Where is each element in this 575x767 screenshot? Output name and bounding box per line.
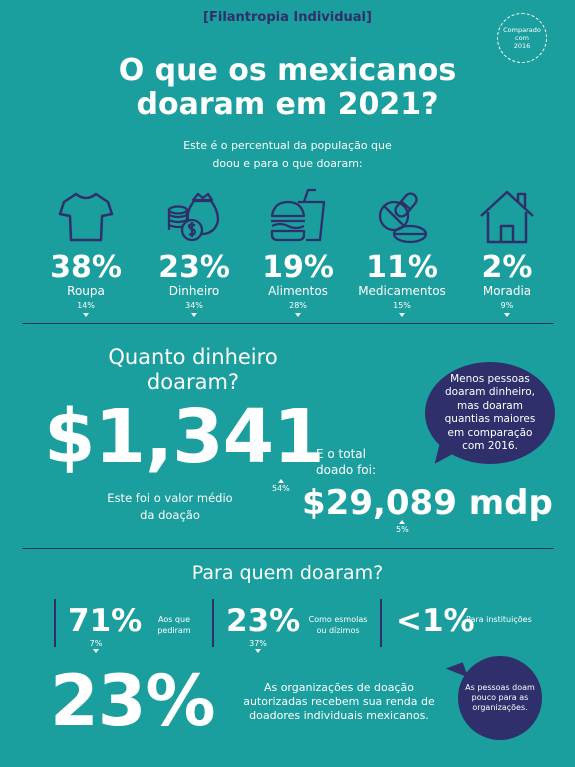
total-label-line: E o total <box>316 447 366 461</box>
pills-icon <box>378 192 428 244</box>
category-compare: 28% <box>244 300 352 317</box>
category-compare: 14% <box>32 300 140 317</box>
recipient-percent: <1% <box>396 603 475 639</box>
bubble-line: com 2016. <box>462 440 518 452</box>
bubble-line: doaram dinheiro, <box>445 386 535 398</box>
total-label-line: doado foi: <box>316 463 377 477</box>
category-clothing: 38% Roupa 14% <box>32 188 140 317</box>
category-food: 19% Alimentos 28% <box>244 188 352 317</box>
divider <box>22 323 554 324</box>
bubble-line: organizações. <box>472 703 528 712</box>
intro-text: Este é o percentual da população que doo… <box>0 137 575 173</box>
category-label: Dinheiro <box>168 284 220 298</box>
category-label: Roupa <box>67 284 105 298</box>
down-arrow-icon <box>399 313 405 317</box>
down-arrow-icon <box>295 313 301 317</box>
category-percent: 2% <box>481 250 533 285</box>
vertical-divider <box>212 599 214 647</box>
average-description: Este foi o valor médio da doação <box>90 490 250 524</box>
divider <box>22 548 554 549</box>
bubble-line: Menos pessoas <box>450 372 530 385</box>
description-line: doadores individuais mexicanos. <box>249 709 429 722</box>
recipient-percent: 71% <box>68 603 143 639</box>
category-percent: 11% <box>366 250 438 285</box>
bubble-line: As pessoas doam <box>465 683 535 692</box>
speech-bubble-money: Menos pessoas doaram dinheiro, mas doara… <box>425 362 555 464</box>
down-arrow-icon <box>93 649 99 653</box>
intro-line: doou e para o que doaram: <box>212 157 363 170</box>
description-line: da doação <box>140 508 200 522</box>
category-label: Medicamentos <box>358 284 446 298</box>
recipient-label: Para instituições <box>466 615 532 624</box>
money-question: Quanto dinheiro doaram? <box>88 345 298 395</box>
average-donation: $1,341 <box>44 394 325 480</box>
title-line: doaram em 2021? <box>136 87 439 122</box>
badge-line: 2016 <box>513 42 531 50</box>
category-money: 23% Dinheiro 34% <box>140 188 248 317</box>
total-compare: 5% <box>396 520 409 534</box>
recipient-compare: 7% <box>86 639 106 653</box>
category-compare: 34% <box>140 300 248 317</box>
intro-line: Este é o percentual da população que <box>183 139 392 152</box>
description-line: As organizações de doação <box>263 681 415 694</box>
average-compare: 54% <box>272 479 290 493</box>
bubble-line: pouco para as <box>471 693 529 702</box>
badge-line: Comparado <box>503 26 541 34</box>
badge-line: com <box>515 34 529 42</box>
section-tag: [Filantropia Individual] <box>203 10 372 25</box>
organizations-description: As organizações de doação autorizadas re… <box>240 681 438 723</box>
bubble-line: quantias maiores <box>444 413 536 425</box>
vertical-divider <box>54 599 56 647</box>
up-arrow-icon <box>399 520 406 524</box>
shirt-icon <box>58 192 114 242</box>
description-line: autorizadas recebem sua renda de <box>243 695 435 708</box>
vertical-divider <box>380 599 382 647</box>
recipient-percent: 23% <box>226 603 301 639</box>
organizations-percent: 23% <box>50 660 216 742</box>
comparison-badge: Comparado com 2016 <box>497 13 547 63</box>
down-arrow-icon <box>83 313 89 317</box>
page-title: O que os mexicanos doaram em 2021? <box>0 54 575 122</box>
recipients-question: Para quem doaram? <box>191 562 384 584</box>
up-arrow-icon <box>277 479 284 483</box>
description-line: Este foi o valor médio <box>107 491 233 505</box>
bubble-line: em comparação <box>447 426 533 439</box>
recipient-compare: 37% <box>246 639 270 653</box>
total-donated: $29,089 mdp <box>302 483 553 523</box>
down-arrow-icon <box>191 313 197 317</box>
money-bag-icon <box>167 192 220 242</box>
category-medicine: 11% Medicamentos 15% <box>348 188 456 317</box>
down-arrow-icon <box>504 313 510 317</box>
speech-bubble-organizations: As pessoas doam pouco para as organizaçõ… <box>458 656 542 740</box>
question-line: doaram? <box>146 370 240 394</box>
title-line: O que os mexicanos <box>118 53 457 88</box>
category-label: Alimentos <box>268 284 328 298</box>
total-label: E o total doado foi: <box>316 446 376 478</box>
house-icon <box>480 190 534 244</box>
category-percent: 23% <box>158 250 230 285</box>
category-compare: 15% <box>348 300 456 317</box>
category-label: Moradia <box>482 284 532 298</box>
fast-food-icon <box>270 188 326 242</box>
category-housing: 2% Moradia 9% <box>453 188 561 317</box>
category-percent: 19% <box>262 250 334 285</box>
recipient-label: Aos que pediram <box>157 615 191 635</box>
down-arrow-icon <box>255 649 261 653</box>
category-compare: 9% <box>453 300 561 317</box>
recipient-label: Como esmolas ou dízimos <box>308 615 368 635</box>
category-percent: 38% <box>50 250 122 285</box>
bubble-line: mas doaram <box>457 399 523 412</box>
question-line: Quanto dinheiro <box>108 345 278 369</box>
